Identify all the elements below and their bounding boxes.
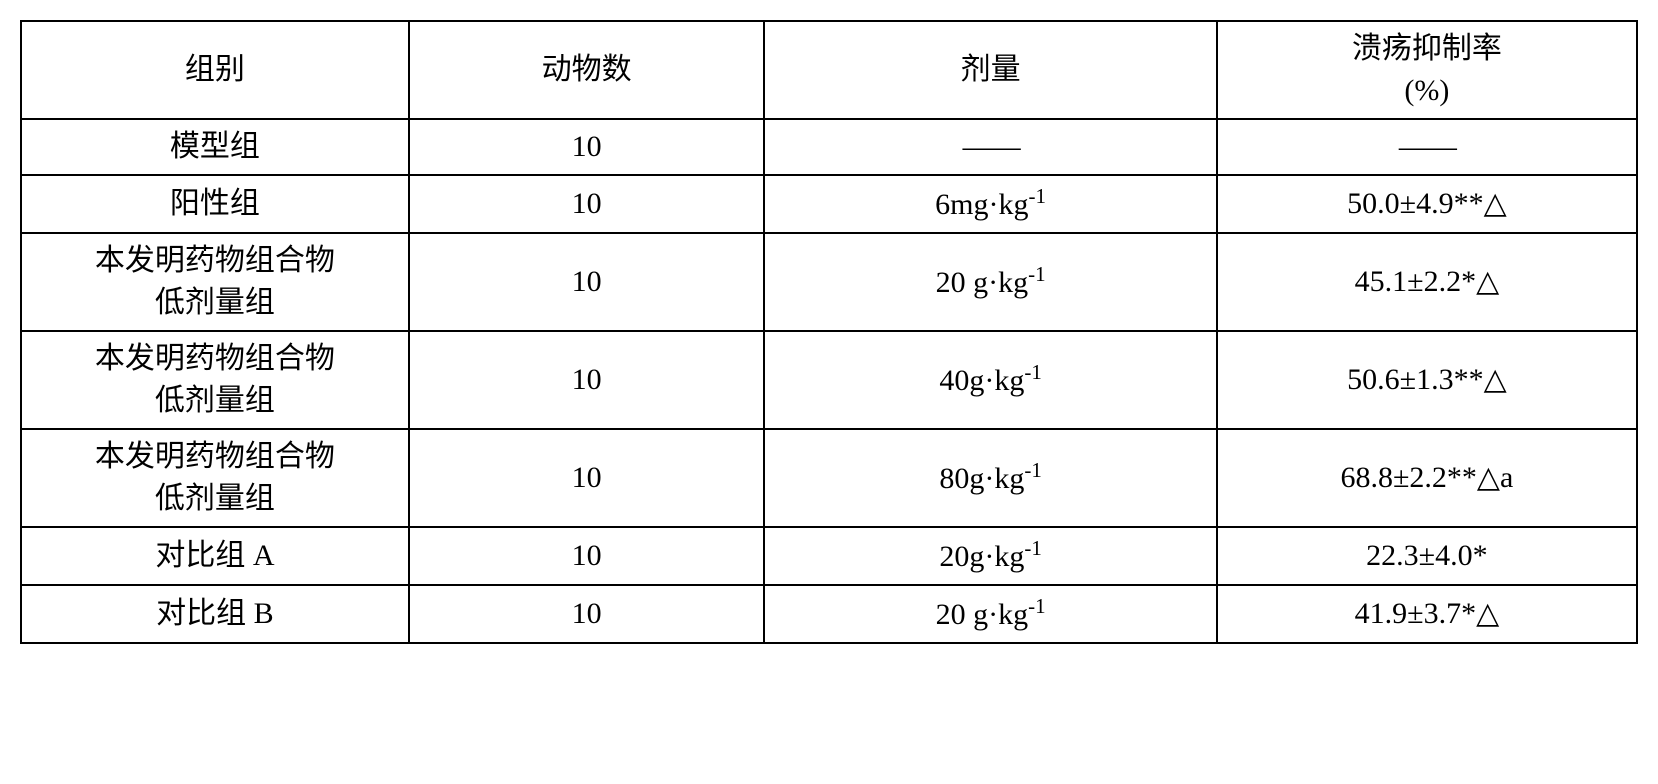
cell-group: 对比组 B — [21, 585, 409, 643]
cell-count: 10 — [409, 233, 765, 331]
col-header-dose: 剂量 — [764, 21, 1216, 119]
cell-dose: 80g·kg-1 — [764, 429, 1216, 527]
table-row: 对比组 A1020g·kg-122.3±4.0* — [21, 527, 1637, 585]
data-table: 组别 动物数 剂量 溃疡抑制率 (%) 模型组10————阳性组106mg·kg… — [20, 20, 1638, 644]
cell-count: 10 — [409, 585, 765, 643]
cell-group: 本发明药物组合物 低剂量组 — [21, 429, 409, 527]
cell-rate: 41.9±3.7*△ — [1217, 585, 1637, 643]
cell-rate: —— — [1217, 119, 1637, 175]
cell-group: 对比组 A — [21, 527, 409, 585]
cell-dose: 20 g·kg-1 — [764, 233, 1216, 331]
table-row: 对比组 B1020 g·kg-141.9±3.7*△ — [21, 585, 1637, 643]
cell-rate: 50.6±1.3**△ — [1217, 331, 1637, 429]
col-header-group: 组别 — [21, 21, 409, 119]
table-row: 本发明药物组合物 低剂量组1020 g·kg-145.1±2.2*△ — [21, 233, 1637, 331]
table-row: 模型组10———— — [21, 119, 1637, 175]
col-header-rate: 溃疡抑制率 (%) — [1217, 21, 1637, 119]
cell-dose: 6mg·kg-1 — [764, 175, 1216, 233]
table-row: 阳性组106mg·kg-150.0±4.9**△ — [21, 175, 1637, 233]
cell-group: 本发明药物组合物 低剂量组 — [21, 331, 409, 429]
cell-group: 模型组 — [21, 119, 409, 175]
cell-rate: 68.8±2.2**△a — [1217, 429, 1637, 527]
cell-count: 10 — [409, 429, 765, 527]
cell-count: 10 — [409, 331, 765, 429]
table-body: 模型组10————阳性组106mg·kg-150.0±4.9**△本发明药物组合… — [21, 119, 1637, 643]
table-row: 本发明药物组合物 低剂量组1080g·kg-168.8±2.2**△a — [21, 429, 1637, 527]
table-row: 本发明药物组合物 低剂量组1040g·kg-150.6±1.3**△ — [21, 331, 1637, 429]
cell-rate: 50.0±4.9**△ — [1217, 175, 1637, 233]
cell-dose: 20g·kg-1 — [764, 527, 1216, 585]
cell-group: 本发明药物组合物 低剂量组 — [21, 233, 409, 331]
col-header-count: 动物数 — [409, 21, 765, 119]
table-container: 组别 动物数 剂量 溃疡抑制率 (%) 模型组10————阳性组106mg·kg… — [20, 20, 1638, 644]
cell-group: 阳性组 — [21, 175, 409, 233]
cell-dose: —— — [764, 119, 1216, 175]
cell-dose: 40g·kg-1 — [764, 331, 1216, 429]
cell-rate: 45.1±2.2*△ — [1217, 233, 1637, 331]
header-row: 组别 动物数 剂量 溃疡抑制率 (%) — [21, 21, 1637, 119]
cell-count: 10 — [409, 119, 765, 175]
cell-count: 10 — [409, 175, 765, 233]
cell-dose: 20 g·kg-1 — [764, 585, 1216, 643]
cell-rate: 22.3±4.0* — [1217, 527, 1637, 585]
cell-count: 10 — [409, 527, 765, 585]
